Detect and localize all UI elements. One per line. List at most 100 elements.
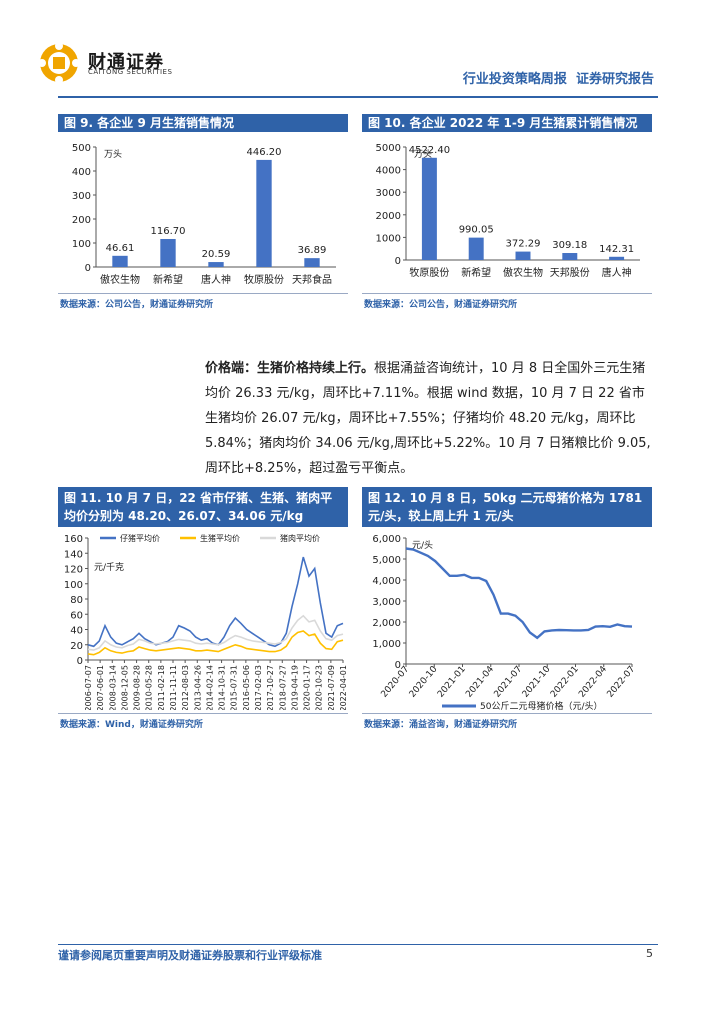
y-tick-label: 20 xyxy=(70,641,83,652)
y-tick-label: 500 xyxy=(72,143,91,154)
y-tick-label: 0 xyxy=(77,656,83,667)
x-tick-label: 2014-02-14 xyxy=(205,665,214,710)
logo-icon xyxy=(38,42,80,84)
x-tick-label: 2022-04 xyxy=(577,664,609,699)
unit-label: 万头 xyxy=(414,149,432,160)
report-header: 行业投资策略周报 证券研究报告 xyxy=(463,68,654,87)
x-tick-label: 2007-06-01 xyxy=(96,665,105,710)
paragraph-lead: 价格端：生猪价格持续上行。 xyxy=(205,361,375,376)
y-tick-label: 5,000 xyxy=(372,555,401,566)
x-tick-label: 2017-02-03 xyxy=(254,665,263,710)
bar xyxy=(609,256,625,260)
legend-label: 仔猪平均价 xyxy=(120,533,160,543)
company-name-en: CAITONG SECURITIES xyxy=(88,68,173,76)
data-label: 309.18 xyxy=(552,240,587,251)
x-tick-label: 傲农生物 xyxy=(503,266,543,279)
fig9-chart: 0 100 200 300 400 500 万头 46.61 傲农生物 116.70 新希望 20.5… xyxy=(72,143,336,286)
fig11-source: 数据来源：Wind，财通证券研究所 xyxy=(60,720,203,730)
data-label: 4522.40 xyxy=(409,145,450,156)
x-tick-label: 新希望 xyxy=(461,266,491,279)
x-tick-label: 天邦食品 xyxy=(292,273,332,286)
fig11-title-line1: 图 11. 10 月 7 日，22 省市仔猪、生猪、猪肉平 xyxy=(64,491,333,505)
x-tick-label: 天邦股份 xyxy=(550,266,590,279)
y-tick-label: 1,000 xyxy=(372,639,401,650)
series-line xyxy=(87,614,344,651)
fig9-title: 图 9. 各企业 9 月生猪销售情况 xyxy=(58,114,348,132)
y-tick-label: 60 xyxy=(70,610,83,621)
footer-disclaimer[interactable]: 谨请参阅尾页重要声明及财通证券股票和行业评级标准 xyxy=(58,949,322,962)
y-tick-label: 40 xyxy=(70,626,83,637)
y-tick-label: 4000 xyxy=(376,166,401,177)
x-tick-label: 2009-08-28 xyxy=(133,665,142,710)
data-label: 116.70 xyxy=(151,226,186,237)
x-tick-label: 2008-12-05 xyxy=(120,665,129,710)
x-tick-label: 2020-01-17 xyxy=(303,665,312,710)
bar xyxy=(112,255,128,267)
page-number: 5 xyxy=(646,947,653,960)
bar xyxy=(304,258,320,267)
y-tick-label: 3,000 xyxy=(372,597,401,608)
bar xyxy=(468,237,484,260)
fig9-source-rule xyxy=(58,293,348,294)
x-tick-label: 牧原股份 xyxy=(409,266,449,279)
fig11-title: 图 11. 10 月 7 日，22 省市仔猪、生猪、猪肉平 均价分别为 48.2… xyxy=(58,487,348,527)
x-tick-label: 2021-01 xyxy=(436,665,468,700)
data-label: 142.31 xyxy=(599,244,634,255)
report-suffix: 证券研究报告 xyxy=(575,72,654,87)
x-tick-label: 2006-07-07 xyxy=(84,665,93,710)
y-tick-label: 400 xyxy=(72,167,91,178)
x-tick-label: 2021-07-09 xyxy=(327,665,336,710)
y-tick-label: 2000 xyxy=(376,211,401,222)
fig11-source-rule xyxy=(58,713,348,714)
x-tick-label: 傲农生物 xyxy=(100,273,140,286)
x-tick-label: 2011-02-18 xyxy=(157,665,166,710)
x-tick-label: 2015-07-31 xyxy=(230,665,239,710)
x-tick-label: 唐人神 xyxy=(602,266,632,279)
company-logo xyxy=(38,42,80,84)
x-tick-label: 2008-03-14 xyxy=(108,665,117,710)
data-label: 46.61 xyxy=(106,243,135,254)
fig12-source: 数据来源：涌益咨询，财通证券研究所 xyxy=(364,720,518,730)
y-tick-label: 80 xyxy=(70,595,83,606)
y-tick-label: 100 xyxy=(64,580,83,591)
x-tick-label: 2020-10-23 xyxy=(315,665,324,710)
fig10-source-rule xyxy=(362,293,652,294)
paragraph-text: 根据涌益咨询统计，10 月 8 日全国外三元生猪均价 26.33 元/kg，周环… xyxy=(205,361,651,476)
x-tick-label: 2022-07 xyxy=(605,665,637,700)
y-tick-label: 0 xyxy=(85,263,91,274)
x-tick-label: 新希望 xyxy=(153,273,183,286)
x-tick-label: 2021-10 xyxy=(521,664,553,699)
fig12-source-rule xyxy=(362,713,652,714)
bar xyxy=(256,159,272,267)
y-tick-label: 300 xyxy=(72,191,91,202)
x-tick-label: 唐人神 xyxy=(201,273,231,286)
bar xyxy=(160,238,176,267)
data-label: 36.89 xyxy=(298,245,327,256)
y-tick-label: 100 xyxy=(72,239,91,250)
y-tick-label: 140 xyxy=(64,549,83,560)
x-tick-label: 2012-08-03 xyxy=(181,665,190,710)
legend-label: 猪肉平均价 xyxy=(280,533,320,543)
bar xyxy=(421,157,437,260)
bar xyxy=(562,253,578,260)
x-tick-label: 2022-01 xyxy=(549,665,581,700)
x-tick-label: 2014-10-31 xyxy=(218,665,227,710)
series-line xyxy=(405,547,633,640)
fig11-title-line2: 均价分别为 48.20、26.07、34.06 元/kg xyxy=(64,509,304,523)
y-tick-label: 120 xyxy=(64,565,83,576)
y-tick-label: 160 xyxy=(64,534,83,545)
footer-divider xyxy=(58,944,658,945)
fig11-chart: 0 20 40 60 80 100 120 140 160 元/千克 2006-07-07 2007-… xyxy=(64,533,348,710)
y-tick-label: 200 xyxy=(72,215,91,226)
x-tick-label: 2013-04-26 xyxy=(193,665,202,710)
header-divider xyxy=(58,96,658,98)
x-tick-label: 牧原股份 xyxy=(244,273,284,286)
y-tick-label: 3000 xyxy=(376,188,401,199)
data-label: 446.20 xyxy=(247,147,282,158)
fig10-title: 图 10. 各企业 2022 年 1-9 月生猪累计销售情况 xyxy=(362,114,652,132)
y-tick-label: 5000 xyxy=(376,143,401,154)
x-tick-label: 2011-11-11 xyxy=(169,665,178,710)
data-label: 372.29 xyxy=(506,239,541,250)
x-tick-label: 2018-07-27 xyxy=(278,665,287,710)
